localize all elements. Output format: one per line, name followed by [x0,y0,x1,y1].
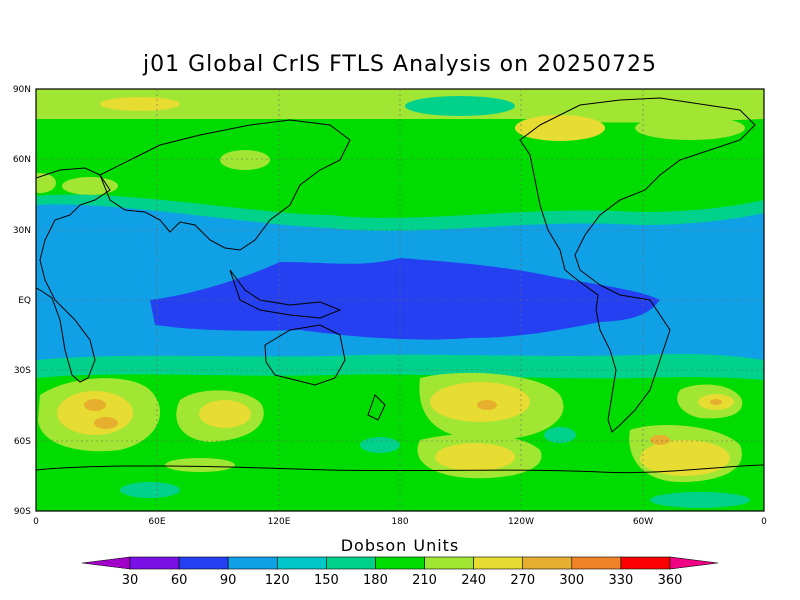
colorbar-tick-label: 180 [363,573,388,588]
field-nh-patch [220,150,270,170]
colorbar-tick-label: 270 [510,573,535,588]
colorbar-tick-label: 120 [265,573,290,588]
colorbar-tick-label: 60 [171,573,188,588]
grid-lines [36,89,764,511]
field-sh-max-indian [57,391,133,435]
field-arctic-patch [405,96,515,116]
colorbar-tick-label: 30 [122,573,139,588]
x-tick-label: 60W [633,517,653,527]
colorbar-swatch [326,556,376,570]
map-title: j01 Global CrIS FTLS Analysis on 2025072… [142,52,658,77]
field-sh-max-atlantic [640,440,730,476]
y-tick-label: 90S [14,507,31,517]
field-siberia-yellow [515,115,605,141]
coastlines [36,97,764,474]
y-tick-label: 60N [13,155,31,165]
field-arctic-yellow [100,97,180,111]
colorbar-title: Dobson Units [340,536,460,555]
x-tick-label: 60E [148,517,165,527]
colorbar-tick-label: 240 [461,573,486,588]
field-tropical-min [150,258,660,340]
x-axis-labels: 0 60E 120E 180 120W 60W 0 [33,517,767,527]
colorbar-tick-label: 300 [559,573,584,588]
y-tick-label: 60S [14,437,31,447]
colorbar-swatch [375,556,425,570]
y-tick-label: 30S [14,366,31,376]
x-tick-label: 120E [268,517,291,527]
colorbar-arrow-high [669,556,719,570]
colorbar-swatch [129,556,180,570]
colorbar-tick-label: 360 [658,573,683,588]
colorbar-swatch [522,556,573,570]
colorbar-swatch [276,556,327,570]
colorbar-tick-label: 210 [412,573,437,588]
colorbar-swatch [424,556,474,570]
y-tick-label: 30N [13,226,31,236]
colorbar-arrow-low [81,556,131,570]
colorbar-tick-label: 90 [220,573,237,588]
x-tick-label: 0 [33,517,39,527]
colorbar-swatch [473,556,524,570]
colorbar-labels: 30 60 90 120 150 180 210 240 270 300 330 360 [122,573,683,588]
y-tick-label: EQ [18,296,31,306]
colorbar-tick-label: 150 [314,573,339,588]
colorbar [81,556,719,570]
x-tick-label: 180 [391,517,408,527]
colorbar-swatch [227,556,278,570]
x-tick-label: 0 [761,517,767,527]
colorbar-swatch [571,556,622,570]
colorbar-swatch [620,556,671,570]
y-tick-label: 90N [13,85,31,95]
colorbar-tick-label: 330 [608,573,633,588]
y-axis-labels: 90N 60N 30N EQ 30S 60S 90S [13,85,31,517]
colorbar-swatch [178,556,229,570]
x-tick-label: 120W [508,517,534,527]
